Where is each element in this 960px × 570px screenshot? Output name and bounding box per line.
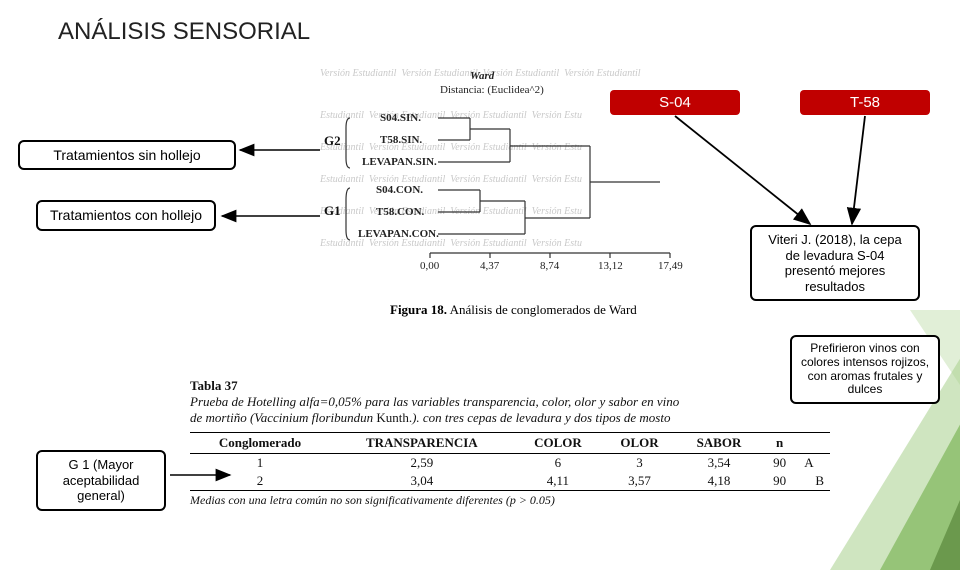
col-head [798, 433, 830, 454]
page-title: ANÁLISIS SENSORIAL [58, 18, 310, 46]
figure-caption: Figura 18. Análisis de conglomerados de … [390, 302, 637, 318]
col-head: n [761, 433, 798, 454]
box-sin-hollejo: Tratamientos sin hollejo [18, 140, 236, 170]
figure-number: Figura 18. [390, 302, 447, 317]
table-row: 1 2,59 6 3 3,54 90 A [190, 454, 830, 473]
table-footnote: Medias con una letra común no son signif… [190, 493, 830, 508]
xtick: 4,37 [480, 260, 499, 272]
box-citation: Viteri J. (2018), la cepa de levadura S-… [750, 225, 920, 301]
table-title-2b: Kunth. [376, 410, 412, 425]
xtick: 13,12 [598, 260, 623, 272]
col-head: OLOR [602, 433, 677, 454]
box-con-hollejo: Tratamientos con hollejo [36, 200, 216, 231]
xtick: 0,00 [420, 260, 439, 272]
xtick: 17,49 [658, 260, 683, 272]
table-title-1: Prueba de Hotelling alfa=0,05% para las … [190, 394, 830, 410]
dendro-tree [320, 68, 700, 298]
box-g1: G 1 (Mayor aceptabilidad general) [36, 450, 166, 511]
table-title-2c: ). con tres cepas de levadura y dos tipo… [412, 410, 670, 425]
table-number: Tabla 37 [190, 378, 238, 393]
col-head: COLOR [514, 433, 603, 454]
table-row: 2 3,04 4,11 3,57 4,18 90 B [190, 472, 830, 491]
col-head: SABOR [677, 433, 761, 454]
xtick: 8,74 [540, 260, 559, 272]
figure-text: Análisis de conglomerados de Ward [450, 302, 637, 317]
stats-table-wrap: Tabla 37 Prueba de Hotelling alfa=0,05% … [190, 378, 830, 508]
dendrogram: Versión Estudiantil Versión Estudiantil … [320, 68, 700, 298]
stats-table: Conglomerado TRANSPARENCIA COLOR OLOR SA… [190, 432, 830, 491]
col-head: TRANSPARENCIA [330, 433, 514, 454]
col-head: Conglomerado [190, 433, 330, 454]
tag-t58: T-58 [800, 90, 930, 115]
table-title-2a: de mortiño (Vaccinium floribundun [190, 410, 376, 425]
box-con-hollejo-text: Tratamientos con hollejo [50, 207, 202, 223]
